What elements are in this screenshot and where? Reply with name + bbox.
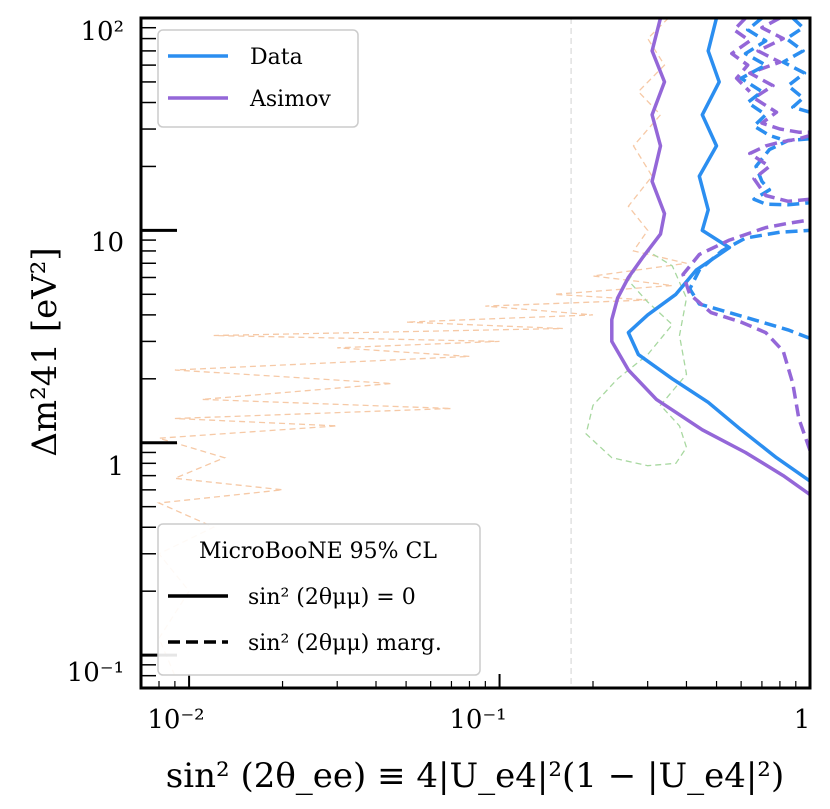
x-tick-label-1: 1 (794, 705, 811, 735)
series-asimov-marg-9 (730, 18, 752, 93)
series-data-marg-8 (739, 18, 781, 141)
series-asimov-marg-5 (748, 133, 810, 204)
series-asimov-zero-1 (610, 18, 810, 497)
y-tick-label-1e-1: 10⁻¹ (67, 658, 124, 688)
series-data-marg-4 (752, 137, 810, 207)
series-asimov-marg-3 (681, 218, 810, 451)
axis-ticks (140, 16, 811, 689)
x-axis-title: sin² (2θ_ee) ≡ 4|U_e4|²(1 − |U_e4|²) (166, 756, 784, 796)
y-tick-label-1: 1 (107, 452, 124, 482)
x-tick-label-1e-1: 10⁻¹ (449, 705, 506, 735)
background-trace-0 (156, 18, 687, 676)
contour-series (610, 18, 810, 497)
legend-styles-box (157, 523, 481, 676)
series-data-zero-0 (626, 18, 810, 483)
legend-label-asimov: Asimov (249, 87, 331, 112)
series-data-marg-2 (688, 228, 810, 341)
legend-label-solid: sin² (2θμμ) = 0 (248, 585, 416, 610)
y-tick-label-10: 10 (91, 228, 124, 258)
series-data-marg-6 (781, 18, 810, 114)
legend-series: Data Asimov (157, 29, 359, 128)
background-trace-1 (585, 250, 688, 467)
series-asimov-marg-7 (748, 18, 810, 134)
x-tick-label-1e-2: 10⁻² (147, 705, 204, 735)
legend-title: MicroBooNE 95% CL (199, 539, 437, 564)
legend-styles: MicroBooNE 95% CL sin² (2θμμ) = 0 sin² (… (157, 523, 481, 676)
y-tick-label-100: 10² (80, 17, 124, 47)
y-axis-title: Δm²41 [eV²] (25, 247, 65, 456)
background-traces (156, 18, 688, 676)
plot-frame (139, 16, 812, 690)
legend-label-dashed: sin² (2θμμ) marg. (248, 631, 442, 656)
legend-label-data: Data (250, 45, 303, 70)
